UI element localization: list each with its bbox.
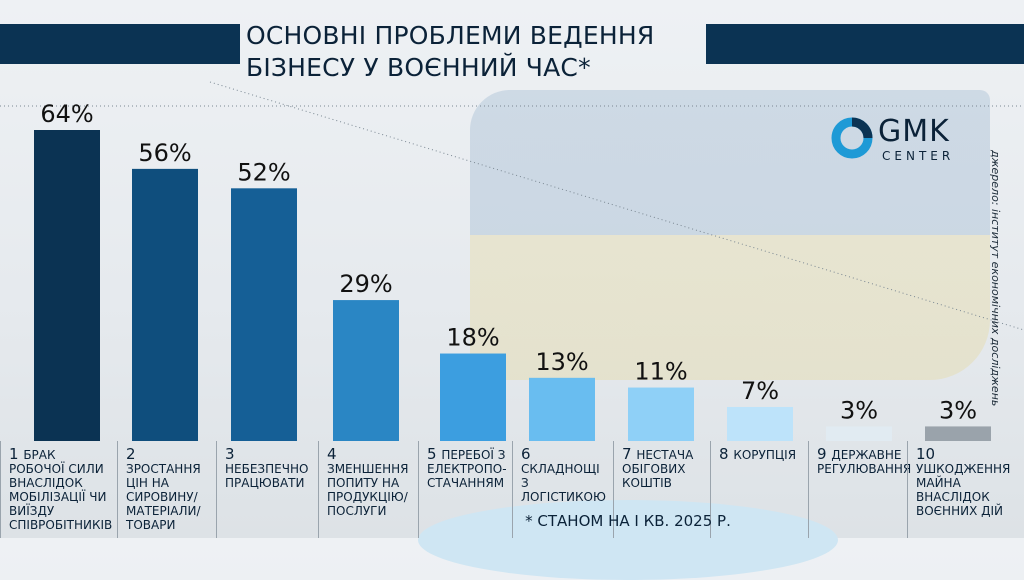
title-bar-right — [706, 24, 1024, 64]
category-number: 7 — [622, 445, 637, 463]
bar-value-label-7: 11% — [634, 358, 687, 386]
category-text: ушкодження майна внаслідок воєнних дій — [916, 462, 1011, 518]
category-text: брак робочої сили внаслідок мобілізації … — [9, 448, 113, 532]
category-number: 3 — [225, 445, 235, 463]
category-number: 4 — [327, 445, 337, 463]
category-text: зростання цін на сировину/ матеріали/ то… — [126, 462, 201, 532]
category-label-7: 7 нестача обігових коштів — [613, 441, 710, 538]
bar-8 — [727, 406, 793, 441]
category-text: нестача обігових коштів — [622, 448, 694, 490]
logo-text: GMK — [878, 114, 950, 149]
bar-value-label-10: 3% — [939, 396, 977, 424]
category-label-9: 9 державне регулювання — [808, 441, 911, 538]
category-labels: 1 брак робочої сили внаслідок мобілізаці… — [0, 441, 1024, 538]
gmk-logo: GMK CENTER — [830, 114, 990, 174]
bar-1 — [34, 130, 100, 441]
bar-7 — [628, 387, 694, 441]
category-label-5: 5 перебої з електропо- стачанням — [418, 441, 512, 538]
bar-value-label-2: 56% — [138, 139, 191, 167]
logo-subtext: CENTER — [882, 149, 955, 163]
category-label-4: 4 зменшення попиту на продукцію/ послуги — [318, 441, 418, 538]
bar-value-label-3: 52% — [237, 158, 290, 186]
category-number: 5 — [427, 445, 442, 463]
category-number: 9 — [817, 445, 832, 463]
bar-value-label-5: 18% — [446, 324, 499, 352]
bar-2 — [132, 168, 198, 441]
category-text: зменшення попиту на продукцію/ послуги — [327, 462, 409, 518]
title-bar-left — [0, 24, 240, 64]
bar-5 — [440, 353, 506, 441]
category-label-1: 1 брак робочої сили внаслідок мобілізаці… — [0, 441, 117, 538]
category-number: 10 — [916, 445, 936, 463]
category-text: корупція — [733, 448, 797, 462]
bar-value-label-4: 29% — [339, 270, 392, 298]
category-number: 1 — [9, 445, 24, 463]
category-number: 6 — [521, 445, 531, 463]
bar-6 — [529, 377, 595, 441]
bar-10 — [925, 426, 991, 441]
category-label-8: 8 корупція — [710, 441, 808, 538]
bar-4 — [333, 300, 399, 441]
category-text: державне регулювання — [817, 448, 912, 476]
logo-ring-icon — [831, 117, 873, 159]
category-number: 2 — [126, 445, 136, 463]
bar-chart: 64% 56% 52% 29% 18% 13% 11% 7% 3% 3% — [0, 81, 1024, 441]
title-line-1: ОСНОВНІ ПРОБЛЕМИ ВЕДЕННЯ — [246, 21, 655, 50]
category-label-3: 3 небезпечно працювати — [216, 441, 318, 538]
bar-value-label-8: 7% — [741, 377, 779, 405]
bar-value-label-6: 13% — [535, 348, 588, 376]
category-text: перебої з електропо- стачанням — [427, 448, 507, 490]
category-text: небезпечно працювати — [225, 462, 309, 490]
bar-value-label-1: 64% — [40, 100, 93, 128]
category-label-6: 6 складнощі з логістикою — [512, 441, 613, 538]
title-line-2: БІЗНЕСУ У ВОЄННИЙ ЧАС* — [246, 53, 591, 82]
category-label-2: 2 зростання цін на сировину/ матеріали/ … — [117, 441, 216, 538]
bar-value-label-9: 3% — [840, 396, 878, 424]
background-flag — [470, 90, 990, 380]
page-title: ОСНОВНІ ПРОБЛЕМИ ВЕДЕННЯ БІЗНЕСУ У ВОЄНН… — [246, 20, 706, 84]
bar-9 — [826, 426, 892, 441]
bar-3 — [231, 188, 297, 441]
category-text: складнощі з логістикою — [521, 462, 606, 504]
category-number: 8 — [719, 445, 734, 463]
footnote: * СТАНОМ НА І КВ. 2025 Р. — [525, 512, 731, 530]
category-label-10: 10 ушкодження майна внаслідок воєнних ді… — [907, 441, 1010, 538]
trend-line-diagonal — [209, 81, 1024, 331]
